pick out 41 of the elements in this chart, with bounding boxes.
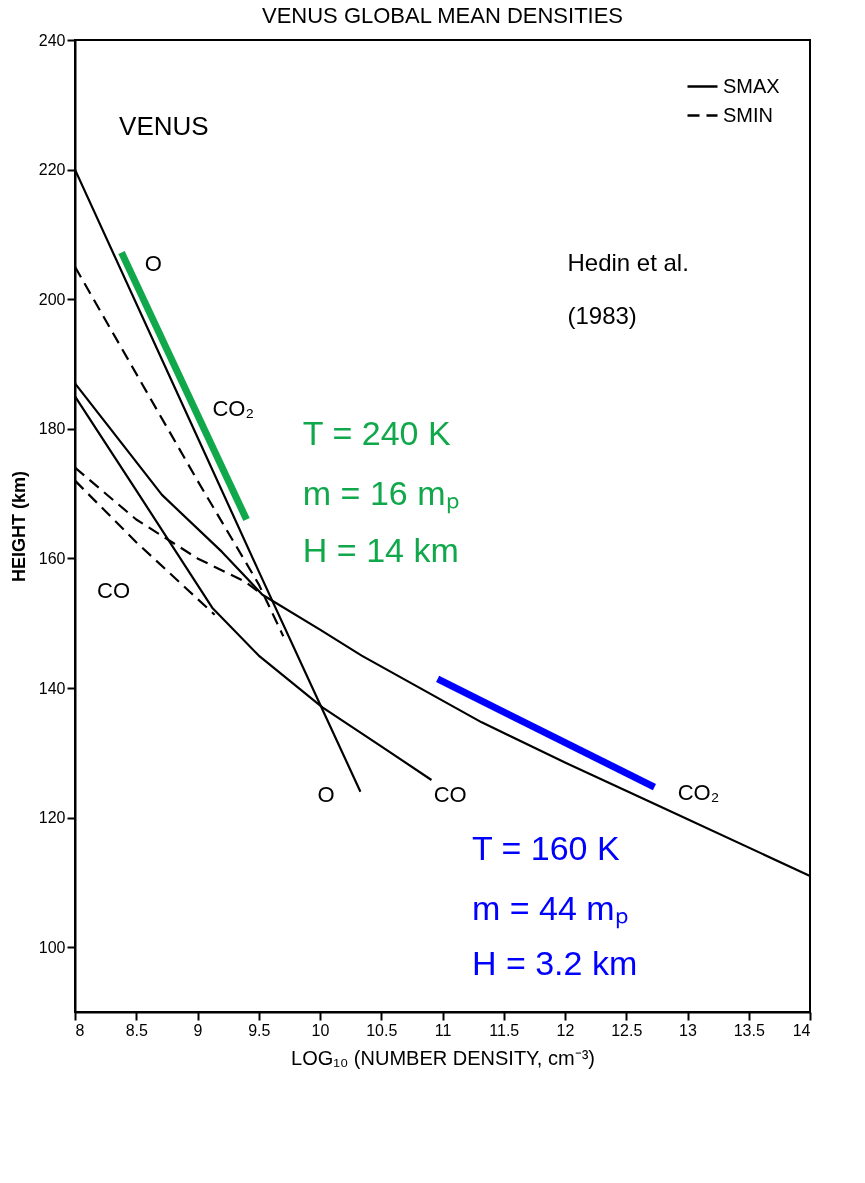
y-tick-label: 180 <box>38 420 66 438</box>
annotation: Hedin et al. <box>567 248 689 276</box>
annotation: CO₂ <box>212 396 254 422</box>
annotation: (1983) <box>567 302 637 330</box>
chart-title: VENUS GLOBAL MEAN DENSITIES <box>261 3 624 28</box>
annotation: H = 3.2 km <box>471 944 638 983</box>
annotation: O <box>317 782 335 808</box>
x-tick-label: 13.5 <box>733 1021 765 1039</box>
x-tick-label: 10 <box>311 1021 330 1039</box>
y-tick-label: 140 <box>38 679 66 697</box>
y-tick-label: 160 <box>38 549 66 567</box>
x-tick-label: 12 <box>556 1021 575 1039</box>
x-tick-label: 8.5 <box>125 1021 148 1039</box>
annotation: O <box>144 250 162 276</box>
x-axis-title: LOG₁₀ (NUMBER DENSITY, cm⁻³) <box>291 1046 595 1069</box>
legend-label: SMAX <box>723 74 780 97</box>
y-tick-label: 220 <box>38 161 66 179</box>
y-axis-title: HEIGHT (km) <box>8 470 29 583</box>
y-tick-label: 100 <box>38 938 66 956</box>
legend-label: SMIN <box>723 103 773 126</box>
x-tick-label: 10.5 <box>366 1021 398 1039</box>
x-tick-label: 9 <box>193 1021 203 1039</box>
annotation: m = 44 mₚ <box>471 888 629 929</box>
y-tick-label: 120 <box>38 809 66 827</box>
annotation: CO <box>97 578 131 604</box>
x-tick-label: 11.5 <box>489 1021 520 1039</box>
annotation: T = 240 K <box>302 413 451 452</box>
x-tick-label: 9.5 <box>248 1021 271 1039</box>
annotation: CO <box>433 782 467 808</box>
annotation: m = 16 mₚ <box>302 473 460 514</box>
x-tick-label: 11 <box>434 1021 452 1039</box>
x-tick-label: 12.5 <box>611 1021 643 1039</box>
x-tick-label: 14 <box>792 1021 811 1039</box>
annotation: VENUS <box>119 111 209 142</box>
y-tick-label: 200 <box>38 290 66 308</box>
annotation: T = 160 K <box>471 828 620 867</box>
y-tick-label: 240 <box>38 31 66 49</box>
annotation: H = 14 km <box>302 531 459 570</box>
x-tick-label: 8 <box>75 1021 85 1039</box>
x-tick-label: 13 <box>679 1021 697 1039</box>
annotation: CO₂ <box>677 780 720 806</box>
